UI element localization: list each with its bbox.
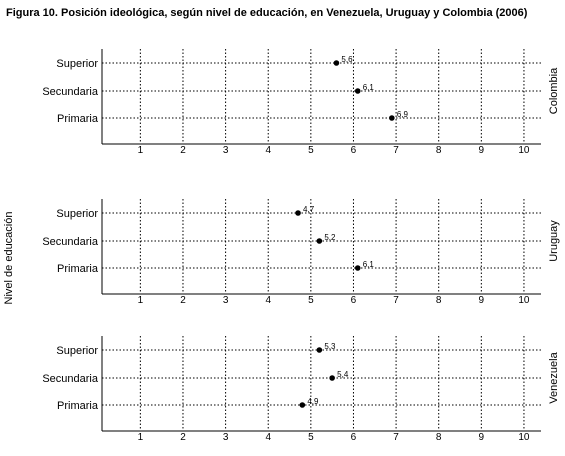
chart-0-x-tick-label-9: 9 [479,145,485,156]
chart-2-category-label-1: Secundaria [42,373,99,385]
chart-2-x-tick-label-7: 7 [393,432,399,443]
chart-1-value-label-2: 6,1 [363,260,375,269]
chart-2-x-tick-label-1: 1 [138,432,144,443]
chart-0-category-label-2: Primaria [57,113,99,125]
chart-2-x-tick-label-6: 6 [351,432,357,443]
chart-1-x-tick-label-8: 8 [436,295,442,306]
chart-1-x-tick-label-7: 7 [393,295,399,306]
chart-1-x-tick-label-10: 10 [518,295,530,306]
chart-2-point-2 [299,402,306,408]
chart-0-x-tick-label-5: 5 [308,145,314,156]
chart-1-category-label-0: Superior [56,208,98,220]
chart-2-category-label-2: Primaria [57,400,99,412]
chart-1-x-tick-label-3: 3 [223,295,229,306]
chart-0-x-tick-label-7: 7 [393,145,399,156]
chart-2-x-tick-label-10: 10 [518,432,530,443]
chart-1-x-tick-label-4: 4 [265,295,271,306]
chart-0-point-1 [354,88,361,94]
chart-2-value-label-0: 5,3 [324,342,336,351]
chart-0-x-tick-label-1: 1 [138,145,144,156]
chart-0-point-0 [333,60,340,66]
chart-0-value-label-0: 5,6 [341,55,353,64]
chart-0-x-tick-label-10: 10 [518,145,530,156]
chart-1-point-2 [354,265,361,271]
chart-2-value-label-2: 4,9 [307,397,319,406]
chart-0-panel-label: Colombia [548,67,560,114]
y-axis-title: Nivel de educación [3,212,15,305]
chart-1-point-1 [316,238,323,244]
chart-1-category-label-2: Primaria [57,263,99,275]
chart-0-x-tick-label-2: 2 [180,145,186,156]
chart-1-value-label-0: 4,7 [303,205,315,214]
chart-0-x-tick-label-3: 3 [223,145,229,156]
chart-2-x-tick-label-4: 4 [265,432,271,443]
chart-1-panel-label: Uruguay [548,220,560,262]
chart-0-x-tick-label-6: 6 [351,145,357,156]
chart-2-x-tick-label-3: 3 [223,432,229,443]
chart-2-point-1 [329,375,335,381]
chart-1-x-tick-label-6: 6 [351,295,357,306]
chart-1-category-label-1: Secundaria [42,236,99,248]
chart-2-value-label-1: 5,4 [337,370,349,379]
chart-1-x-tick-label-1: 1 [138,295,144,306]
chart-2-x-tick-label-2: 2 [180,432,186,443]
chart-2-x-tick-label-9: 9 [479,432,485,443]
chart-2-point-0 [316,347,323,353]
chart-1-point-0 [295,210,301,216]
figure-title: Figura 10. Posición ideológica, según ni… [6,7,528,19]
chart-2-category-label-0: Superior [56,345,98,357]
chart-2-x-tick-label-5: 5 [308,432,314,443]
chart-1-x-tick-label-5: 5 [308,295,314,306]
chart-1-x-tick-label-9: 9 [479,295,485,306]
chart-0-x-tick-label-8: 8 [436,145,442,156]
chart-0-x-tick-label-4: 4 [265,145,271,156]
chart-0-category-label-1: Secundaria [42,86,99,98]
chart-0-category-label-0: Superior [56,58,98,70]
chart-1-x-tick-label-2: 2 [180,295,186,306]
chart-2-x-tick-label-8: 8 [436,432,442,443]
chart-0-value-label-1: 6,1 [363,83,375,92]
chart-1-value-label-1: 5,2 [324,233,336,242]
chart-0-value-label-2: 6,9 [397,110,409,119]
chart-0-point-2 [389,115,395,121]
chart-2-panel-label: Venezuela [548,351,560,403]
